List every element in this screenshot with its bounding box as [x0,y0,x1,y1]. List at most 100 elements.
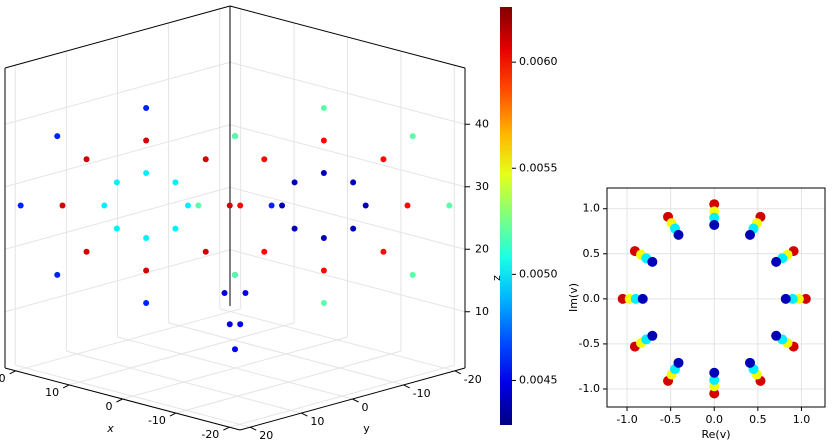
point [202,156,209,163]
point [59,202,66,209]
point [630,293,641,304]
point [113,225,120,232]
y-tick [250,426,257,431]
x-tick-label: -0.5 [660,413,681,426]
point [320,235,327,241]
x-tick-label: 0 [106,400,113,413]
y-tick-label: 0.0 [583,292,601,305]
y-grid-line [168,322,404,386]
point [380,156,387,163]
point [221,290,228,296]
x-tick-label: -10 [148,414,166,427]
point [291,179,298,186]
point [143,300,150,306]
point [647,256,658,267]
y-tick [403,384,410,389]
point [232,346,238,353]
colorbar-tick-label: 0.0050 [519,267,558,280]
point [143,170,150,176]
x-tick-label: 20 [0,372,6,385]
point [237,202,244,209]
point [143,267,150,274]
y-grid-line [117,336,353,400]
z-axis-label: z [491,275,504,281]
point [446,202,453,209]
point [54,133,61,140]
point [745,229,756,240]
point [83,156,90,163]
x-tick [62,384,70,389]
y-tick-label: 20 [259,429,273,442]
point [787,293,798,304]
point [320,267,327,274]
x-tick [9,370,16,375]
x-tick [116,398,123,403]
point [350,179,357,186]
point [350,225,357,232]
y-tick [352,398,359,403]
point [202,248,209,255]
box-edge [4,5,231,69]
point [320,105,327,111]
point [242,290,249,296]
point [232,271,238,278]
point [291,225,298,232]
point [362,202,369,209]
point [647,330,658,341]
x-tick-label: 1.0 [793,413,811,426]
y-tick-label: 1.0 [583,202,601,215]
x-tick [223,426,230,431]
x-tick-label: 10 [45,386,59,399]
z-tick-label: 20 [475,242,489,255]
point [320,300,327,306]
colorbar-tick-label: 0.0045 [519,373,558,386]
point [404,202,411,209]
point [771,330,782,341]
point [709,367,720,378]
point [268,202,275,209]
point [172,179,179,186]
z-tick-label: 40 [475,117,489,130]
x-tick [169,412,177,417]
y-tick-label: -20 [464,373,482,386]
y-tick-label: 0.5 [583,247,601,260]
point [261,156,268,163]
point [709,199,720,210]
point [617,293,628,304]
y-tick-label: 10 [310,415,324,428]
point [320,170,327,176]
point [771,256,782,267]
point [17,202,24,209]
point [279,202,286,209]
y-tick-label: -10 [413,387,431,400]
x-tick-label: -20 [201,428,219,441]
point [709,388,720,399]
point [226,202,233,209]
point [261,248,268,255]
y-axis-label: y [363,422,370,435]
point [143,235,150,241]
point [237,321,244,328]
x-axis-label: Re(v) [701,428,730,441]
x-tick-label: 0.0 [706,413,724,426]
y-tick-label: -0.5 [579,337,600,350]
point [143,105,150,111]
point [800,293,811,304]
box-edge [229,5,466,69]
point [709,374,720,385]
y-tick-label: -1.0 [579,382,600,395]
point [673,229,684,240]
y-tick [301,412,308,417]
y-grid-line [219,308,455,372]
point [709,212,720,223]
point [172,225,179,232]
z-tick-label: 10 [475,305,489,318]
point [380,248,387,255]
plot-frame [606,187,826,408]
point [745,357,756,368]
y-tick-label: 0 [362,401,369,414]
colorbar-tick-label: 0.0055 [519,161,558,174]
point [320,137,327,144]
y-grid-line [15,364,251,428]
